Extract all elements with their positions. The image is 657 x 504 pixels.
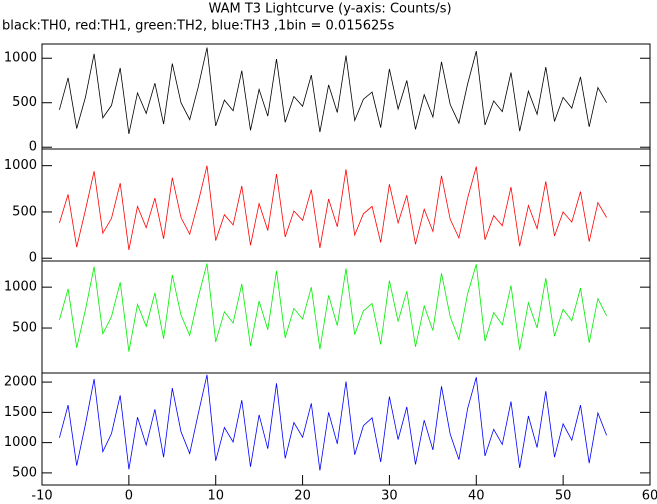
y-tick-label: 500	[12, 204, 37, 219]
y-tick-label: 500	[12, 465, 37, 480]
y-tick-label: 0	[29, 251, 37, 266]
x-tick-label: -10	[31, 489, 52, 504]
y-tick-label: 2000	[4, 375, 37, 390]
panel-frame	[41, 43, 651, 150]
x-tick-label: 60	[642, 489, 657, 504]
x-tick-label: 0	[125, 489, 133, 504]
y-tick-label: 1000	[4, 435, 37, 450]
series-line	[59, 374, 607, 471]
panel-frame	[41, 372, 651, 486]
chart-title: WAM T3 Lightcurve (y-axis: Counts/s)	[208, 2, 451, 17]
x-tick-label: 50	[555, 489, 572, 504]
panel-frame	[41, 148, 651, 262]
y-tick-label: 500	[12, 321, 37, 336]
x-tick-label: 20	[294, 489, 311, 504]
series-line	[59, 263, 607, 352]
series-line	[59, 47, 607, 134]
y-tick-label: 1000	[4, 51, 37, 66]
y-tick-label: 1000	[4, 158, 37, 173]
x-tick-label: 10	[207, 489, 224, 504]
series-line	[59, 165, 607, 250]
x-tick-label: 40	[468, 489, 485, 504]
y-tick-label: 0	[29, 140, 37, 155]
y-tick-label: 500	[12, 95, 37, 110]
chart-subtitle: black:TH0, red:TH1, green:TH2, blue:TH3 …	[2, 19, 395, 34]
x-tick-label: 30	[381, 489, 398, 504]
panel-frame	[41, 260, 651, 374]
y-tick-label: 1000	[4, 280, 37, 295]
y-tick-label: 1500	[4, 405, 37, 420]
